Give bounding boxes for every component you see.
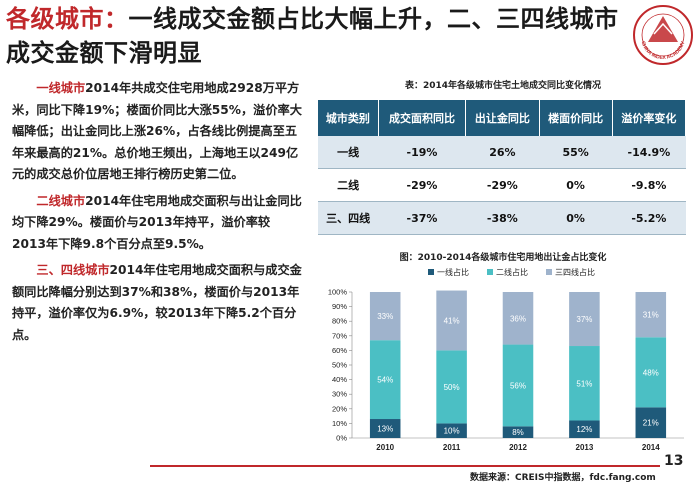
y-tick-label: 10% [332,419,347,428]
land-revenue-share-chart: 0% 10% 20% 30% 40% 50% 60% 70% 80% 90% 100% 一线占比 二线占… [328,267,684,452]
y-tick-label: 20% [332,404,347,413]
page-title: 各级城市：一线成交金额占比大幅上升，二、三四线城市成交金额下滑明显 [6,2,621,70]
table-header: 成交面积同比 [378,100,467,136]
data-label: 10% [444,427,460,436]
title-rest: 一线成交金额占比大幅上升，二、三四线城市成交金额下滑明显 [6,5,619,67]
table-header: 溢价率变化 [612,100,687,136]
table-cell: 55% [539,136,613,169]
table-header-row: 城市类别 成交面积同比 出让金同比 楼面价同比 溢价率变化 [318,100,687,136]
bar-segment [369,292,401,341]
table-cell: -9.8% [612,168,686,202]
bar-segment [635,292,667,338]
y-tick-label: 40% [332,375,347,384]
data-label: 21% [643,419,659,428]
data-label: 33% [377,312,393,321]
bar-segment [635,407,667,438]
label-tier1: 一线城市 [36,81,86,95]
bar-segment [436,350,467,424]
table-cell: -37% [378,201,466,235]
x-tick-label: 2014 [642,443,660,452]
data-label: 51% [576,379,592,388]
y-tick-label: 90% [332,302,347,311]
table-header: 楼面价同比 [539,100,613,136]
y-tick-label: 80% [332,317,347,326]
table-caption: 表：2014年各级城市住宅土地成交同比变化情况 [404,81,602,91]
table-cell: -19% [378,136,466,169]
bar-segment [369,419,401,438]
table-cell: -29% [378,168,466,202]
table-header: 城市类别 [318,100,379,136]
bar-segment [436,290,467,351]
y-tick-label: 30% [332,390,347,399]
legend-swatch [487,269,493,275]
bar-segment [569,292,600,347]
y-tick-label: 70% [332,331,347,340]
data-label: 56% [510,381,526,390]
text-tier2: 2014年住宅用地成交面积与出让金同比均下降29%。楼面价与2013年持平，溢价… [12,193,302,251]
x-tick-label: 2011 [443,443,461,452]
paragraph-tier2: 二线城市2014年住宅用地成交面积与出让金同比均下降29%。楼面价与2013年持… [12,191,302,256]
data-label: 36% [510,314,526,323]
data-label: 37% [576,315,592,324]
label-tier2: 二线城市 [36,193,86,208]
table-cell: 0% [539,168,613,202]
text-tier34: 2014年住宅用地成交面积与成交金额同比降幅分别达到37%和38%，楼面价与20… [12,263,302,342]
x-tick-label: 2010 [376,443,394,452]
data-source: 数据来源：CREIS中指数据，fdc.fang.com [470,473,656,483]
text-tier1: 2014年共成交住宅用地成2928万平方米，同比下降19%；楼面价同比大涨55%… [12,81,302,181]
data-label: 31% [643,311,659,320]
table-header: 出让金同比 [465,100,540,136]
bar-segment [569,346,600,421]
y-tick-label: 50% [332,361,347,370]
legend-label: 一线占比 [437,267,469,277]
paragraph-tier1: 一线城市2014年共成交住宅用地成2928万平方米，同比下降19%；楼面价同比大… [12,78,302,186]
bar-segment [369,340,401,420]
title-highlight: 各级城市： [6,5,129,33]
table-row: 二线 -29% -29% 0% -9.8% [318,168,686,202]
data-label: 48% [643,368,659,377]
legend-swatch [428,269,434,275]
data-label: 50% [444,383,460,392]
bar-segment [502,344,534,427]
x-tick-label: 2013 [576,443,594,452]
data-label: 41% [444,316,460,325]
table-cell: 0% [539,201,613,235]
bar-segment [436,423,467,438]
bar-segment [502,426,534,438]
table-cell: -29% [465,168,539,202]
label-tier34: 三、四线城市 [36,263,110,277]
bar-segment [635,337,667,408]
chart-caption: 图：2010-2014各级城市住宅用地出让金占比变化 [399,253,607,263]
paragraph-tier34: 三、四线城市2014年住宅用地成交面积与成交金额同比降幅分别达到37%和38%，… [12,260,302,346]
y-tick-label: 60% [332,346,347,355]
table-cell: 三、四线 [318,201,379,235]
table-cell: -14.9% [612,136,686,169]
table-row: 一线 -19% 26% 55% -14.9% [318,136,686,169]
legend-swatch [546,269,552,275]
data-label: 8% [512,428,524,437]
footer-rule [150,465,660,467]
table-cell: -38% [465,201,539,235]
table-cell: 二线 [318,168,379,202]
x-tick-label: 2012 [509,443,527,452]
data-label: 13% [377,425,393,434]
bar-segment [569,420,600,438]
legend-label: 三四线占比 [555,267,595,277]
academy-logo: CHINA INDEX ACADEMY [633,5,693,65]
data-label: 54% [377,376,393,385]
data-label: 12% [576,425,592,434]
bar-segment [502,292,534,345]
table-cell: 26% [465,136,539,169]
legend-label: 二线占比 [496,267,528,277]
table-row: 三、四线 -37% -38% 0% -5.2% [318,201,686,235]
table-cell: 一线 [318,136,379,169]
page-number: 13 [664,453,684,469]
y-tick-label: 0% [336,434,347,443]
land-transaction-table: 城市类别 成交面积同比 出让金同比 楼面价同比 溢价率变化 一线 -19% 26… [318,100,687,235]
y-tick-label: 100% [328,288,348,297]
summary-text: 一线城市2014年共成交住宅用地成2928万平方米，同比下降19%；楼面价同比大… [12,78,302,351]
table-cell: -5.2% [612,201,686,235]
